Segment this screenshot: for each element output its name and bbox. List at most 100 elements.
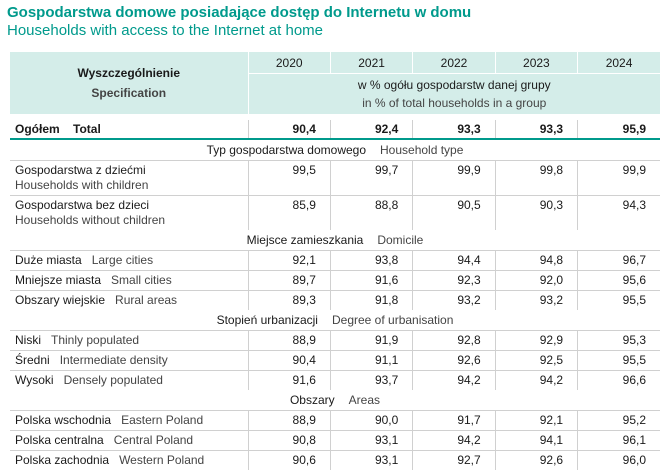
row-label-pl: Polska centralna [15,433,104,447]
row-label-en: Households without children [15,213,248,228]
value-cell: 92,0 [495,271,577,291]
value-cell: 99,8 [495,161,577,196]
title-english: Households with access to the Internet a… [7,22,323,39]
total-value: 90,4 [248,120,330,139]
row-label-pl: Mniejsze miasta [15,273,101,287]
value-cell: 94,1 [495,431,577,451]
section-title-pl: Obszary [290,393,335,407]
row-label-pl: Niski [15,333,41,347]
total-value: 95,9 [578,120,660,139]
value-cell: 93,1 [330,451,412,470]
spec-label-pl: Wyszczególnienie [10,66,248,80]
value-cell: 92,1 [248,251,330,271]
row-label: Mniejsze miasta Small cities [10,271,248,291]
value-cell: 93,2 [495,291,577,311]
value-cell: 90,3 [495,196,577,231]
unit-label-pl: w % ogółu gospodarstw danej grupy [249,78,660,92]
row-label: Polska wschodnia Eastern Poland [10,411,248,431]
section-title-en: Degree of urbanisation [332,313,453,327]
value-cell: 88,9 [248,411,330,431]
section-header: Stopień urbanizacji Degree of urbanisatio… [10,310,660,331]
value-cell: 96,7 [578,251,660,271]
total-value: 92,4 [330,120,412,139]
value-cell: 90,0 [330,411,412,431]
value-cell: 92,6 [413,351,495,371]
value-cell: 96,0 [578,451,660,470]
value-cell: 89,7 [248,271,330,291]
total-value: 93,3 [413,120,495,139]
value-cell: 95,6 [578,271,660,291]
row-label-en: Large cities [92,253,153,267]
row-label-en: Rural areas [115,293,177,307]
value-cell: 92,9 [495,331,577,351]
value-cell: 90,6 [248,451,330,470]
value-cell: 91,7 [413,411,495,431]
row-label-en: Densely populated [64,373,163,387]
row-label: Niski Thinly populated [10,331,248,351]
value-cell: 92,7 [413,451,495,470]
value-cell: 94,3 [578,196,660,231]
value-cell: 92,3 [413,271,495,291]
value-cell: 95,5 [578,291,660,311]
value-cell: 89,3 [248,291,330,311]
row-label-pl: Gospodarstwa bez dzieci [15,198,149,212]
section-title-pl: Stopień urbanizacji [217,313,318,327]
row-label-pl: Gospodarstwa z dziećmi [15,163,146,177]
value-cell: 99,7 [330,161,412,196]
value-cell: 92,1 [495,411,577,431]
data-table: Wyszczególnienie Specification 2020 2021… [10,52,660,470]
row-label: Duże miasta Large cities [10,251,248,271]
value-cell: 93,1 [330,431,412,451]
year-header: 2022 [413,52,495,74]
section-title-pl: Typ gospodarstwa domowego [207,143,366,157]
spec-header: Wyszczególnienie Specification [10,52,248,114]
value-cell: 91,9 [330,331,412,351]
value-cell: 94,2 [413,431,495,451]
row-label-en: Eastern Poland [121,413,203,427]
value-cell: 91,6 [248,371,330,391]
value-cell: 90,4 [248,351,330,371]
value-cell: 91,6 [330,271,412,291]
row-label-pl: Średni [15,353,50,367]
total-row: Ogółem Total 90,4 92,4 93,3 93,3 95,9 [10,120,660,139]
row-label-pl: Duże miasta [15,253,82,267]
value-cell: 96,6 [578,371,660,391]
value-cell: 94,2 [495,371,577,391]
year-header: 2024 [578,52,660,74]
value-cell: 88,9 [248,331,330,351]
row-label-pl: Polska zachodnia [15,453,109,467]
value-cell: 94,8 [495,251,577,271]
section-title-en: Household type [380,143,463,157]
row-label-en: Small cities [111,273,172,287]
value-cell: 93,2 [413,291,495,311]
value-cell: 93,7 [330,371,412,391]
value-cell: 91,8 [330,291,412,311]
unit-label-en: in % of total households in a group [249,96,660,110]
year-header: 2021 [330,52,412,74]
total-label: Ogółem Total [10,120,248,139]
row-label-en: Households with children [15,178,248,193]
row-label-pl: Wysoki [15,373,54,387]
unit-header: w % ogółu gospodarstw danej grupy in % o… [248,74,660,115]
value-cell: 92,5 [495,351,577,371]
value-cell: 99,5 [248,161,330,196]
row-label-en: Thinly populated [51,333,139,347]
year-header: 2023 [495,52,577,74]
row-label: Wysoki Densely populated [10,371,248,391]
value-cell: 85,9 [248,196,330,231]
row-label-pl: Polska wschodnia [15,413,111,427]
